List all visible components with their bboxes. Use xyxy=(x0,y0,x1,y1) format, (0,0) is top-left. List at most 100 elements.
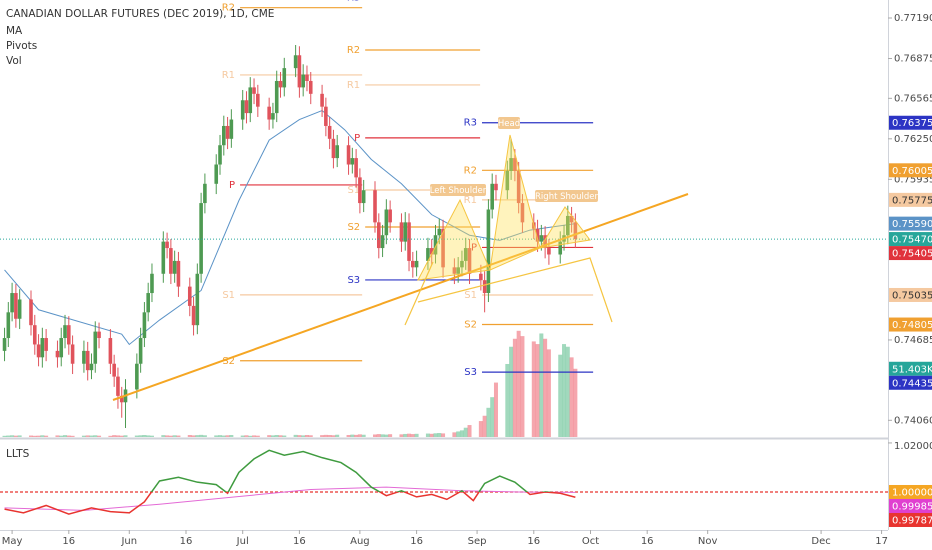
y-tick-label: 1.02000 xyxy=(894,441,932,452)
candle-body xyxy=(93,331,98,364)
pivot-label: S3 xyxy=(347,275,360,286)
pivot-label: R3 xyxy=(347,0,360,3)
candle-body xyxy=(301,74,305,88)
volume-bar xyxy=(66,435,71,437)
price-label-bg xyxy=(889,375,932,390)
volume-bar xyxy=(44,435,49,437)
volume-bar xyxy=(165,435,170,437)
candle-body xyxy=(187,286,192,306)
candle-body xyxy=(569,215,574,223)
volume-bar xyxy=(55,435,60,437)
candle-body xyxy=(14,293,18,319)
x-tick-label: May xyxy=(2,536,23,547)
candle-body xyxy=(463,248,468,261)
candle-body xyxy=(36,344,41,358)
volume-bar xyxy=(89,435,94,437)
pattern-line xyxy=(417,257,613,323)
volume-bar xyxy=(267,435,272,437)
trend-line xyxy=(112,193,689,401)
volume-bar xyxy=(13,435,18,437)
candle-body xyxy=(305,74,309,81)
volume-bar xyxy=(478,421,483,437)
candle-body xyxy=(297,55,302,88)
candle-body xyxy=(225,125,230,139)
volume-bar xyxy=(410,434,415,437)
pivot-label: R2 xyxy=(464,165,477,176)
candle-body xyxy=(165,241,169,249)
candle-body xyxy=(203,183,207,204)
candle-body xyxy=(89,363,94,371)
candle-body xyxy=(403,222,408,242)
candle-body xyxy=(108,338,113,364)
volume-bar xyxy=(323,434,328,437)
volume-bar xyxy=(187,435,192,437)
volume-bar xyxy=(221,435,226,437)
candle-body xyxy=(358,177,362,204)
volume-bar xyxy=(373,434,378,437)
candle-body xyxy=(573,222,578,240)
volume-bar xyxy=(2,435,7,437)
candle-body xyxy=(10,293,14,313)
head-shape xyxy=(489,134,541,271)
candle-body xyxy=(335,145,340,159)
drawings: Left Shoulder Head Right Shoulder xyxy=(112,117,689,401)
price-label: 0.75405 xyxy=(892,249,932,260)
candle-body xyxy=(479,273,483,281)
volume-bar xyxy=(380,434,385,437)
volume-bar xyxy=(108,435,113,437)
annotation: Right Shoulder xyxy=(535,192,598,202)
x-tick-label: 16 xyxy=(527,536,540,547)
candle-body xyxy=(460,260,464,268)
x-tick-label: 16 xyxy=(641,536,654,547)
candle-body xyxy=(271,113,275,120)
volume-bar xyxy=(505,363,510,437)
candle-body xyxy=(373,190,377,223)
volume-bar xyxy=(278,435,283,437)
candle-body xyxy=(407,222,411,261)
candle-body xyxy=(566,215,570,236)
y-tick-label: 0.74060 xyxy=(894,415,932,426)
volume-bar xyxy=(407,433,412,437)
candle-body xyxy=(214,164,219,184)
candle-body xyxy=(191,305,196,326)
volume-bar xyxy=(456,431,461,437)
price-label: 0.74805 xyxy=(892,320,932,331)
candle-body xyxy=(441,228,445,268)
annotation-bg xyxy=(535,190,598,202)
candle-body xyxy=(547,248,551,255)
x-tick-label: Jul xyxy=(236,536,249,547)
y-tick-label: 0.74685 xyxy=(894,335,932,346)
candle-body xyxy=(44,338,48,351)
volume-bar xyxy=(17,435,22,437)
pivot-label: R1 xyxy=(347,80,360,91)
volume-bar xyxy=(539,333,544,437)
candle-body xyxy=(520,203,525,223)
y-tick-label: 0.76875 xyxy=(894,53,932,64)
volume-bar xyxy=(85,435,90,437)
pivot-label: P xyxy=(354,133,360,144)
volume-bar xyxy=(293,434,298,437)
x-tick-label: Aug xyxy=(350,536,370,547)
volume-bar xyxy=(437,433,442,437)
volume-bar xyxy=(142,435,147,437)
volume-bar xyxy=(28,435,33,437)
candle-body xyxy=(172,260,177,274)
price-label-bg xyxy=(889,232,932,247)
price-label: 0.75775 xyxy=(892,195,932,206)
volume-bar xyxy=(562,344,567,437)
volume-bar xyxy=(252,435,257,437)
y-tick-label: 0.75935 xyxy=(894,174,932,185)
x-tick-label: Jun xyxy=(120,536,137,547)
volume-bar xyxy=(459,430,464,437)
indicator-title: LLTS xyxy=(6,448,30,460)
volume-bar xyxy=(573,368,578,437)
candle-body xyxy=(535,228,540,242)
pivot-label: R1 xyxy=(464,195,477,206)
candle-body xyxy=(384,209,389,236)
volume-bar xyxy=(486,407,491,437)
x-tick-label: Nov xyxy=(698,536,718,547)
volume-bar xyxy=(535,344,540,437)
price-label: 0.75035 xyxy=(892,290,932,301)
price-label-bg xyxy=(889,246,932,261)
